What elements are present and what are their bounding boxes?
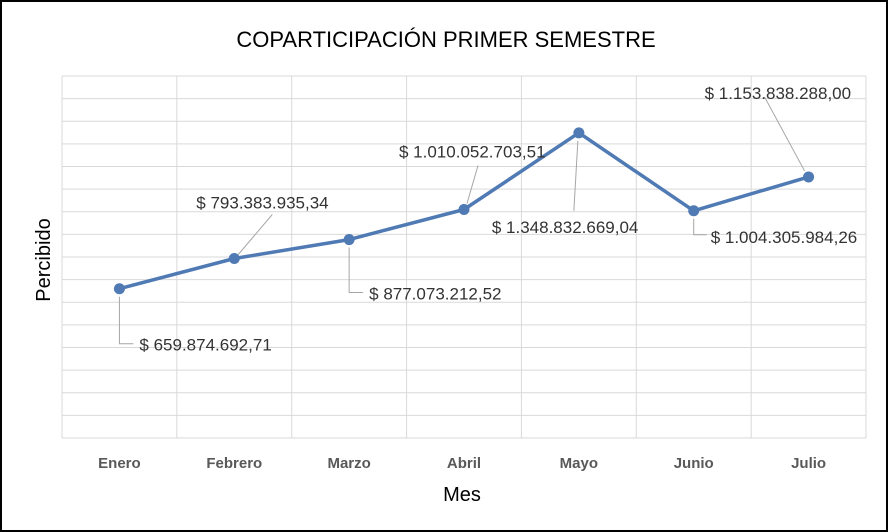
x-tick-label: Enero [98,455,141,472]
data-point [228,252,240,264]
x-tick-label: Julio [791,455,826,472]
data-labels: $ 659.874.692,71 $ 793.383.935,34 $ 877.07… [139,84,857,355]
data-point [803,171,815,183]
x-tick-label: Mayo [560,455,598,472]
leader-line [237,214,273,255]
x-tick-label: Junio [674,455,714,472]
y-axis-label: Percibido [33,218,55,301]
x-axis-label: Mes [443,484,481,506]
leader-line [573,140,579,211]
data-point [458,203,470,215]
data-label: $ 1.348.832.669,04 [492,218,639,237]
leader-line [348,247,364,294]
data-label: $ 877.073.212,52 [369,285,501,304]
chart-title: COPARTICIPACIÓN PRIMER SEMESTRE [236,27,655,52]
label-leader-lines [118,96,806,345]
data-label: $ 1.153.838.288,00 [705,84,852,103]
x-tick-label: Abril [447,455,481,472]
data-point [113,283,125,295]
leader-line [764,96,806,172]
gridlines [61,75,867,439]
data-label: $ 659.874.692,71 [139,336,271,355]
data-label: $ 1.010.052.703,51 [399,142,546,161]
data-points [113,127,815,295]
data-point [573,127,585,139]
x-tick-label: Marzo [327,455,370,472]
leader-line [466,165,479,204]
x-tick-label: Febrero [206,455,262,472]
data-point [688,205,700,217]
leader-line [693,218,707,236]
leader-line [118,296,134,345]
data-label: $ 793.383.935,34 [196,193,328,212]
x-tick-labels: Enero Febrero Marzo Abril Mayo Junio Julio [98,455,826,472]
data-label: $ 1.004.305.984,26 [711,228,858,247]
data-point [343,234,355,246]
